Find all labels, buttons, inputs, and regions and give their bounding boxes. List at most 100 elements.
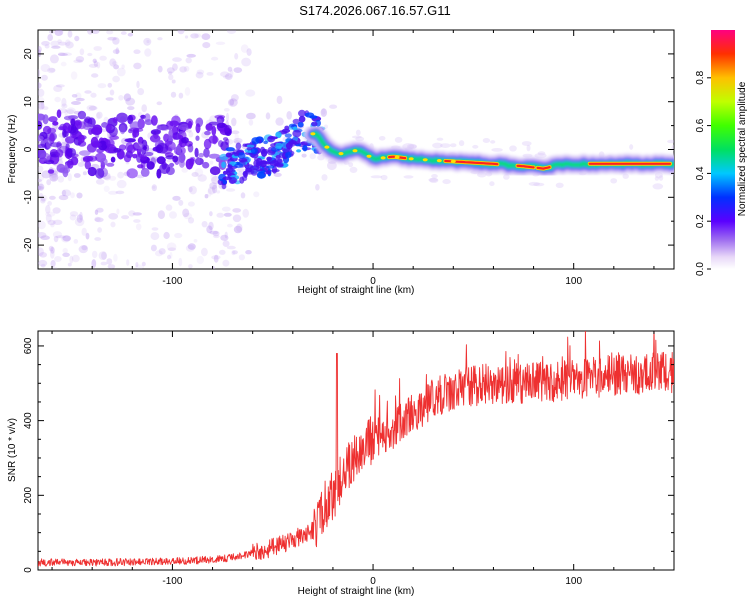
spectrogram-transition-blob xyxy=(256,171,266,179)
spectrogram-band-blob xyxy=(204,130,211,136)
spectrogram-noise-blob xyxy=(201,33,211,40)
spectrogram-transition-blob xyxy=(235,142,242,150)
spectrogram-noise-blob xyxy=(38,186,44,190)
spectrogram-halo-blob xyxy=(534,153,547,159)
spectrogram-noise-blob xyxy=(91,259,97,268)
spectrogram-halo-blob xyxy=(442,179,451,185)
spectrogram-noise-blob xyxy=(215,41,226,45)
spectrogram-noise-blob xyxy=(183,65,190,72)
spectrogram-noise-blob xyxy=(117,171,124,179)
spectrogram-transition-blob xyxy=(284,125,290,131)
spectrogram-noise-blob xyxy=(91,73,99,78)
spectrogram-band-blob xyxy=(212,134,218,145)
spectrogram-hot-core xyxy=(310,132,672,171)
spectrogram-noise-blob xyxy=(172,63,178,71)
spectrogram-noise-blob xyxy=(233,225,243,234)
spectrogram-noise-blob xyxy=(96,207,104,213)
spectrogram-noise-blob xyxy=(78,245,89,254)
spectrogram-transition-blob xyxy=(275,145,284,149)
spectrogram-noise-blob xyxy=(50,260,56,268)
spectrogram-halo-blob xyxy=(472,144,479,149)
spectrogram-noise-blob xyxy=(38,173,45,182)
spectrogram-noise-blob xyxy=(86,104,97,112)
spectrogram-noise-blob xyxy=(38,102,45,110)
spectrogram-noise-blob xyxy=(94,237,102,241)
spectrogram-noise-blob xyxy=(190,33,199,39)
spectrogram-noise-blob xyxy=(196,69,205,75)
spectrogram-band-blob xyxy=(77,110,87,120)
spectrogram-noise-blob xyxy=(236,223,243,233)
spectrogram-halo-blob xyxy=(317,154,325,161)
spectrogram-noise-blob xyxy=(187,217,195,224)
spectrogram-band-blob xyxy=(150,129,161,135)
spectrogram-noise-blob xyxy=(234,133,239,141)
spectrogram-noise-blob xyxy=(41,41,50,46)
spectrogram-transition-blob xyxy=(242,143,247,147)
spectrogram-transition-blob xyxy=(225,147,235,152)
spectrogram-transition-blob xyxy=(302,144,308,152)
spectrogram-band-blob xyxy=(208,153,221,159)
spectrogram-transition-blob xyxy=(298,109,306,117)
spectrogram-transition-blob xyxy=(297,121,304,128)
spectrogram-band-blob xyxy=(137,164,144,169)
spectrogram-noise-blob xyxy=(197,174,207,182)
spectrogram-noise-blob xyxy=(50,246,55,254)
spectrogram-noise-blob xyxy=(127,32,134,37)
spectrogram-band-blob xyxy=(195,135,200,141)
spectrogram-band-blob xyxy=(140,167,150,177)
spectrogram-transition-blob xyxy=(263,140,268,145)
spectrogram-noise-blob xyxy=(38,220,46,230)
spectrogram-noise-blob xyxy=(170,91,177,98)
spectrogram-halo-blob xyxy=(432,142,443,149)
spectrogram-noise-blob xyxy=(112,49,120,54)
spectrogram-band-blob xyxy=(105,139,115,148)
snr-xtick-label: -100 xyxy=(162,576,182,587)
spectrogram-xlabel: Height of straight line (km) xyxy=(298,285,415,296)
spectrogram-noise-blob xyxy=(123,93,132,102)
spectrogram-noise-blob xyxy=(178,257,183,267)
spectrogram-band-blob xyxy=(77,134,85,144)
ridge-speck xyxy=(310,132,316,136)
spectrogram-noise-blob xyxy=(207,186,216,195)
spectrogram-noise-blob xyxy=(38,88,45,97)
spectrogram-noise-blob xyxy=(155,250,163,257)
spectrogram-noise-blob xyxy=(211,255,221,260)
spectrogram-band-blob xyxy=(144,113,151,123)
spectrogram-transition-blob xyxy=(261,148,268,157)
snr-ytick-label: 0 xyxy=(23,567,34,573)
spectrogram-band-blob xyxy=(172,155,179,163)
spectrogram-noise-blob xyxy=(234,53,239,60)
spectrogram-noise-blob xyxy=(38,259,48,267)
spectrogram-noise-blob xyxy=(62,235,72,242)
spectrogram-band-blob xyxy=(106,162,115,167)
spectrogram-noise-blob xyxy=(245,250,252,255)
ridge-red xyxy=(516,164,535,169)
spectrogram-noise-blob xyxy=(92,58,97,64)
spectrogram-band-blob xyxy=(140,154,148,161)
spectrogram-noise-blob xyxy=(74,217,85,227)
spectrogram-noise-blob xyxy=(135,262,139,268)
spectrogram-band-blob xyxy=(196,156,201,166)
spectrogram-noise-blob xyxy=(93,46,102,51)
spectrogram-noise-blob xyxy=(146,39,150,44)
spectrogram-halo-blob xyxy=(402,143,415,150)
spectrogram-noise-blob xyxy=(47,34,53,41)
spectrogram-band-blob xyxy=(132,131,137,139)
spectrogram-noise-blob xyxy=(75,92,82,100)
spectrogram-noise-blob xyxy=(195,71,204,79)
spectrogram-halo-blob xyxy=(440,143,451,149)
spectrogram-band-blob xyxy=(42,125,52,135)
spectrogram-noise-blob xyxy=(73,173,81,178)
spectrogram-band-blob xyxy=(87,166,97,177)
spectrogram-halo-blob xyxy=(394,136,403,143)
spectrogram-noise-blob xyxy=(45,211,56,217)
spectrogram-noise-blob xyxy=(166,67,175,74)
spectrogram-noise-blob xyxy=(53,235,59,243)
spectrogram-band-blob xyxy=(100,157,108,166)
spectrogram-noise-blob xyxy=(70,192,75,199)
spectrogram-noise-blob xyxy=(79,48,85,56)
spectrogram-noise-blob xyxy=(211,265,216,269)
colorbar-tick-label: 0.2 xyxy=(695,214,706,228)
spectrogram-noise-blob xyxy=(143,37,152,46)
